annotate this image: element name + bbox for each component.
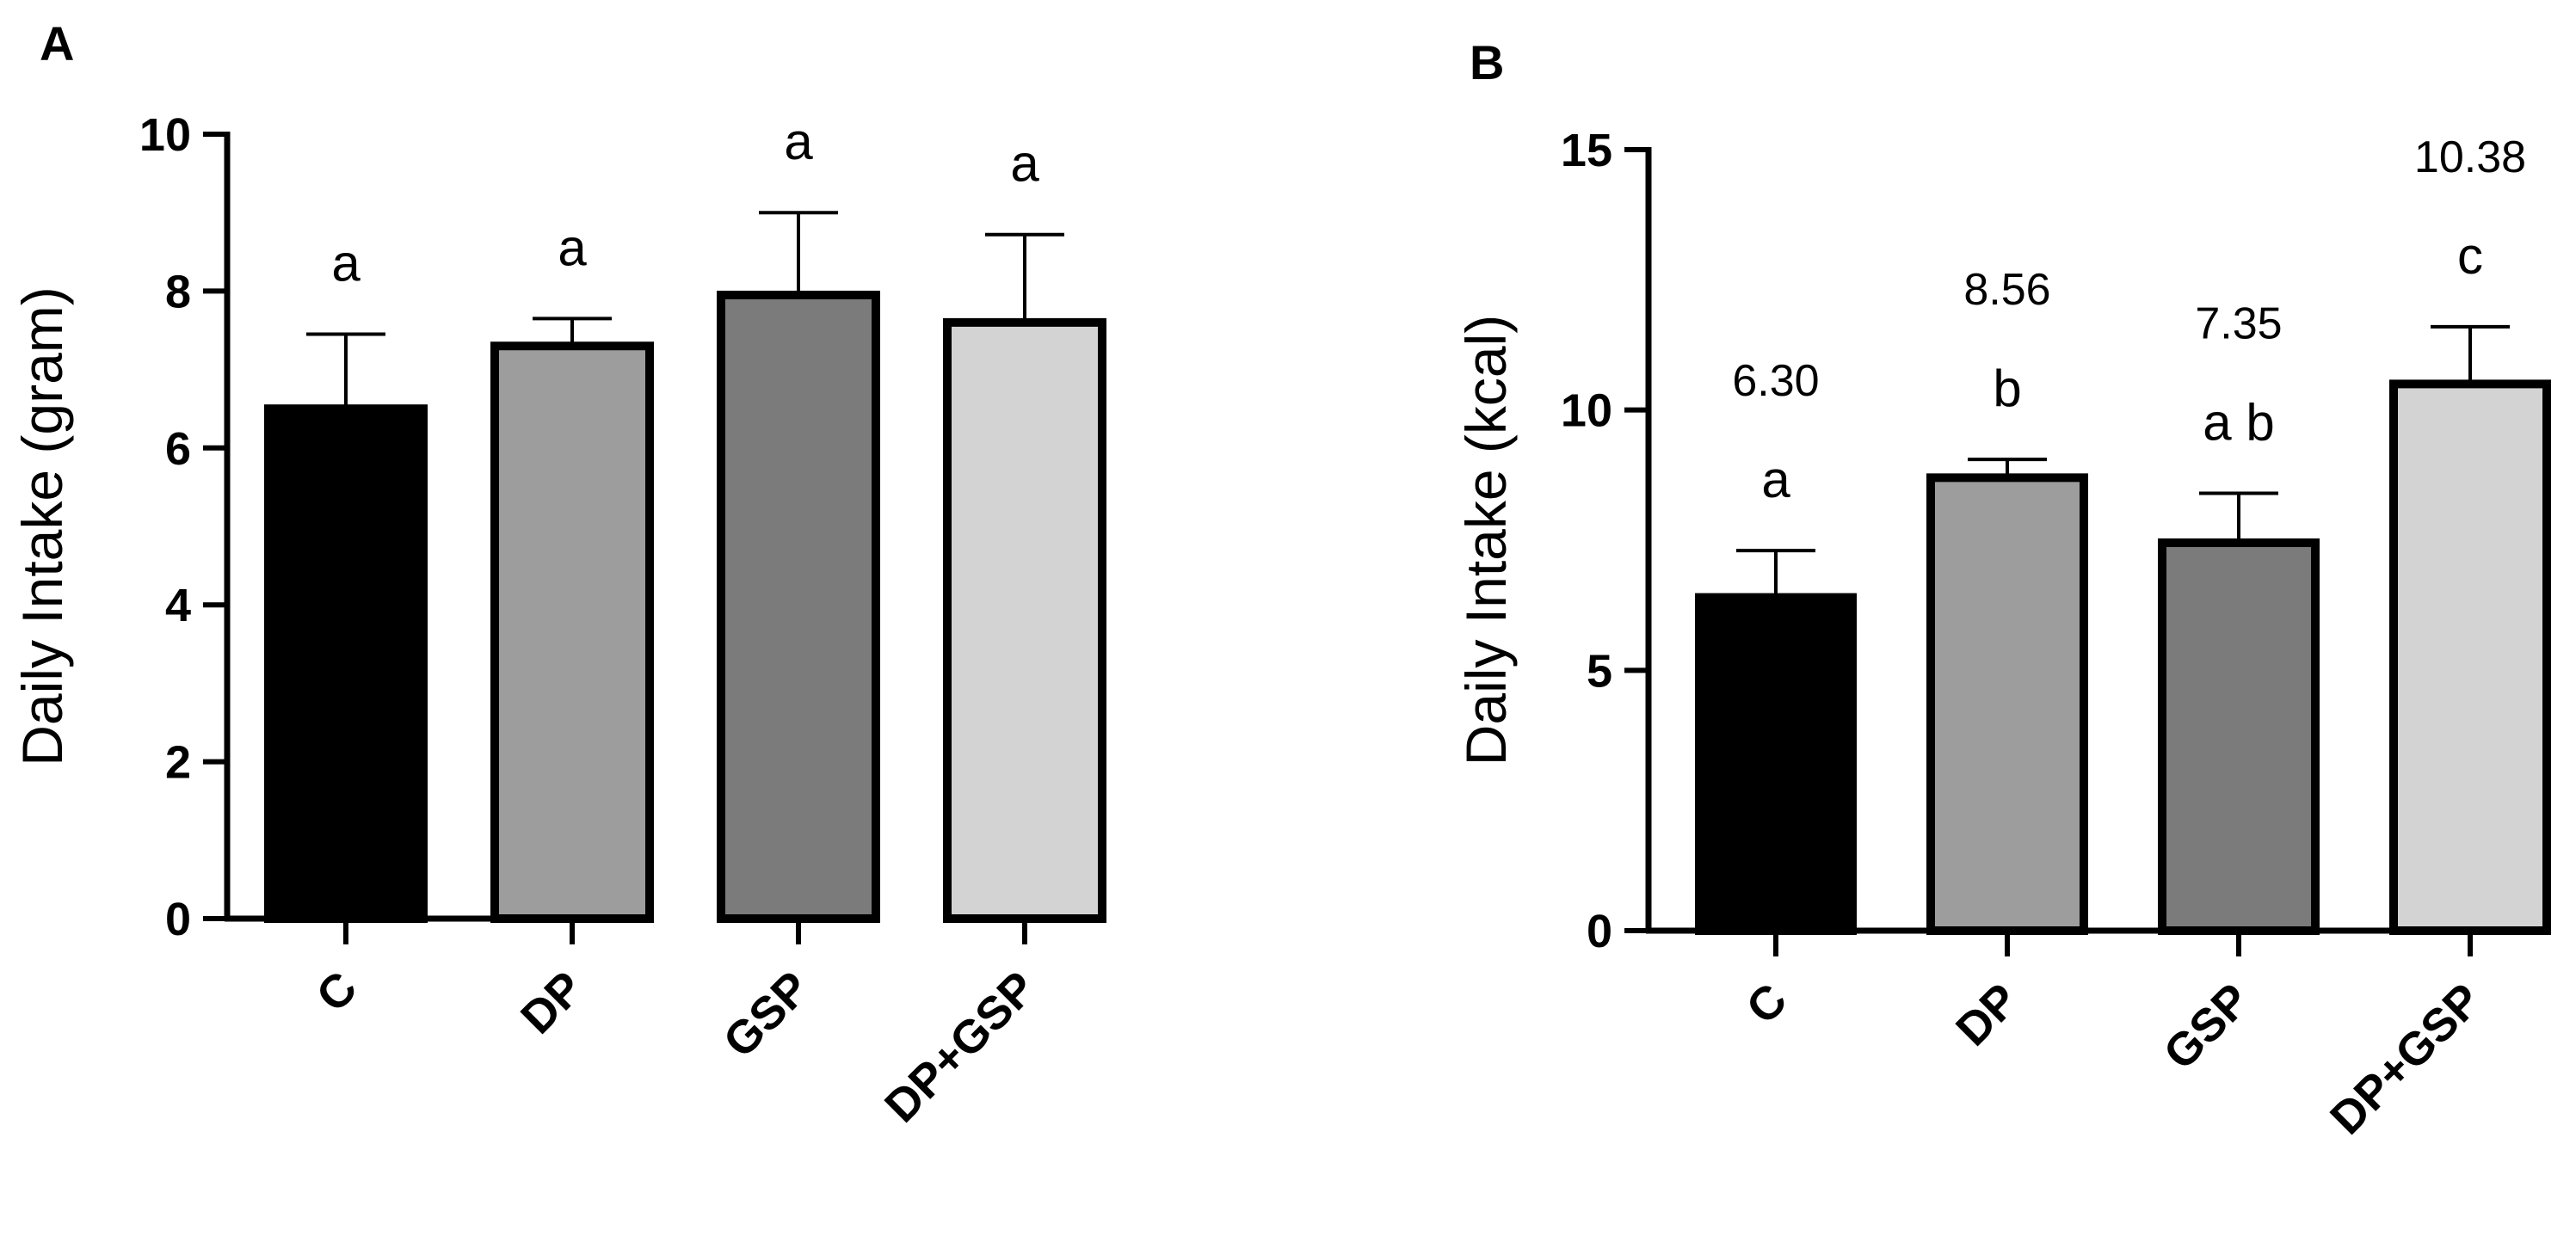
y-axis-title: Daily Intake (gram)	[10, 286, 74, 766]
category-label: C	[1736, 974, 1796, 1034]
significance-letter: a	[331, 235, 361, 292]
category-label: DP+GSP	[875, 962, 1045, 1132]
mean-value-label: 7.35	[2195, 299, 2282, 349]
y-tick-label: 5	[1587, 645, 1612, 697]
mean-value-label: 10.38	[2414, 132, 2526, 182]
significance-letter: a b	[2203, 394, 2274, 452]
bar-dp-gsp	[2389, 379, 2551, 935]
significance-letter: a	[1010, 135, 1039, 193]
bar-dp-gsp	[943, 317, 1106, 923]
category-label: DP	[511, 962, 593, 1043]
significance-letter: a	[1761, 451, 1790, 508]
bar-dp	[1926, 473, 2088, 935]
panel-b: B Daily Intake (kcal) 0 5 10 15 a 6.30 Cb 8.56 DP a…	[1454, 35, 2551, 1144]
y-tick-label: 6	[165, 423, 191, 475]
category-label: DP	[1946, 974, 2028, 1055]
bar-gsp	[717, 290, 880, 923]
y-tick-label: 0	[1587, 906, 1612, 957]
y-tick-label: 10	[1561, 385, 1612, 437]
bar-c	[264, 404, 428, 923]
y-tick-label: 4	[165, 580, 191, 631]
bar-gsp	[2158, 538, 2320, 935]
panel-label: B	[1470, 35, 1504, 89]
bar-c	[1695, 593, 1857, 935]
significance-letter: a	[558, 218, 587, 276]
y-tick-label: 2	[165, 737, 191, 789]
category-label: GSP	[713, 962, 819, 1067]
y-tick-label: 8	[165, 266, 191, 317]
y-tick-label: 10	[139, 109, 191, 161]
category-label: C	[306, 962, 367, 1022]
category-label: DP+GSP	[2320, 974, 2491, 1144]
bar-dp	[490, 341, 654, 923]
panel-label: A	[40, 16, 74, 71]
category-label: GSP	[2154, 974, 2259, 1079]
mean-value-label: 8.56	[1963, 265, 2050, 315]
significance-letter: c	[2457, 227, 2483, 285]
y-axis-title: Daily Intake (kcal)	[1454, 315, 1518, 766]
y-tick-label: 15	[1561, 125, 1612, 176]
significance-letter: a	[784, 113, 813, 170]
y-tick-label: 0	[165, 894, 191, 945]
mean-value-label: 6.30	[1732, 356, 1819, 406]
significance-letter: b	[1993, 360, 2021, 417]
panel-a: A Daily Intake (gram) 0 2 4 6 8 10 a Ca DP a GSP a DP+…	[10, 16, 1106, 1132]
